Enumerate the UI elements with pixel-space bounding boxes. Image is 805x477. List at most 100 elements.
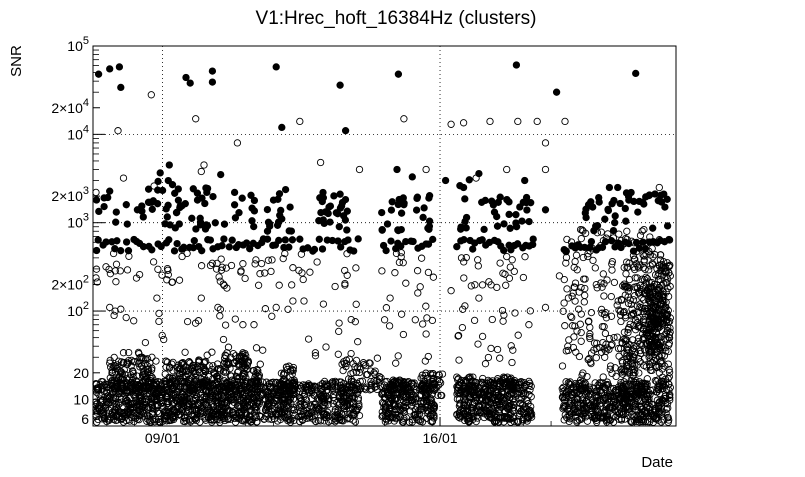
point-open: [506, 414, 514, 423]
point-open: [93, 278, 101, 286]
point-open: [136, 353, 144, 362]
point-open: [347, 375, 355, 384]
point-open: [666, 391, 674, 399]
point-open: [128, 380, 136, 389]
point-open: [519, 273, 528, 282]
point-open: [664, 360, 672, 368]
point-open: [406, 388, 414, 396]
point-open: [380, 316, 389, 324]
point-open: [375, 375, 384, 383]
point-filled: [382, 246, 390, 255]
point-open: [662, 311, 671, 319]
point-open: [119, 349, 128, 357]
point-open: [461, 302, 469, 310]
point-open: [571, 408, 579, 417]
point-open: [505, 274, 514, 282]
point-open: [328, 379, 336, 388]
point-open: [408, 379, 416, 387]
point-open: [341, 266, 349, 275]
point-open: [526, 410, 535, 418]
point-filled: [598, 243, 607, 251]
point-open: [562, 259, 570, 267]
point-open: [624, 299, 633, 308]
point-open: [428, 417, 437, 425]
point-open: [655, 286, 663, 294]
point-open: [617, 295, 625, 304]
point-open: [571, 297, 579, 305]
point-open: [282, 401, 291, 410]
point-filled: [409, 237, 417, 246]
point-filled: [231, 214, 240, 222]
point-filled: [493, 222, 502, 230]
point-open: [510, 407, 518, 415]
point-filled: [228, 236, 236, 244]
point-open: [455, 356, 463, 364]
point-open: [302, 400, 311, 408]
point-open: [186, 382, 195, 391]
point-open: [665, 330, 674, 339]
point-filled: [562, 247, 570, 255]
point-open: [601, 409, 609, 417]
point-filled: [655, 196, 663, 204]
point-filled: [634, 208, 642, 216]
point-open: [666, 282, 674, 291]
point-open: [470, 398, 479, 406]
point-open: [221, 321, 230, 329]
point-open: [264, 403, 272, 412]
point-open: [323, 381, 332, 389]
point-open: [563, 285, 571, 293]
point-filled: [424, 224, 432, 232]
point-filled: [420, 204, 428, 212]
point-open: [506, 263, 514, 271]
point-open: [469, 373, 477, 381]
point-filled: [397, 209, 406, 217]
point-filled: [246, 245, 254, 253]
point-open: [375, 372, 384, 381]
point-open: [576, 320, 584, 328]
point-open: [646, 291, 654, 299]
point-filled: [248, 217, 256, 225]
point-open: [228, 401, 236, 409]
point-filled: [94, 70, 103, 78]
point-filled: [661, 203, 669, 211]
point-open: [277, 369, 286, 377]
point-open: [560, 275, 568, 284]
point-filled: [344, 236, 352, 244]
point-open: [229, 395, 237, 403]
point-open: [311, 400, 320, 408]
point-open: [318, 380, 326, 388]
point-open: [469, 400, 477, 408]
point-filled: [117, 247, 125, 255]
point-open: [217, 255, 225, 263]
point-open: [431, 385, 439, 393]
point-open: [189, 384, 197, 393]
point-open: [183, 317, 192, 326]
point-open: [632, 376, 640, 385]
point-open: [239, 260, 247, 268]
point-open: [470, 386, 479, 394]
point-open: [458, 323, 467, 332]
point-open: [224, 408, 232, 416]
point-open: [469, 378, 477, 386]
point-open: [175, 276, 184, 284]
point-filled: [512, 211, 520, 219]
point-open: [381, 400, 389, 409]
point-open: [601, 353, 609, 361]
point-open: [219, 335, 228, 344]
point-open: [280, 371, 288, 379]
point-open: [592, 394, 600, 402]
point-open: [661, 303, 669, 311]
point-open: [229, 349, 238, 358]
point-open: [162, 383, 170, 391]
point-open: [460, 274, 468, 282]
point-open: [138, 383, 147, 391]
point-open: [202, 381, 211, 389]
point-open: [382, 304, 391, 312]
point-open: [587, 349, 596, 357]
point-open: [211, 379, 219, 388]
point-open: [658, 377, 666, 385]
point-open: [490, 384, 498, 392]
point-open: [659, 297, 667, 305]
point-open: [598, 283, 606, 291]
point-open: [115, 408, 124, 416]
